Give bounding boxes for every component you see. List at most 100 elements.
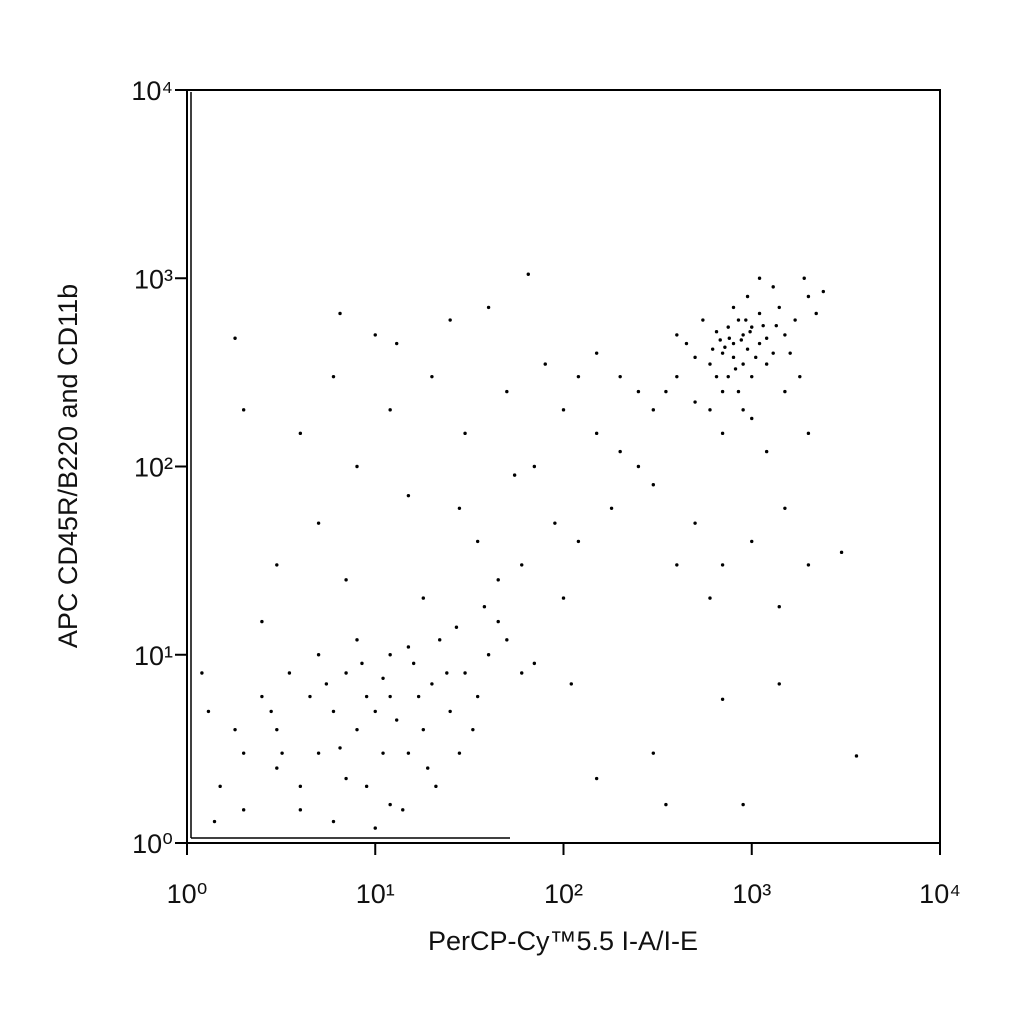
event-dot: [806, 294, 811, 299]
event-dot: [839, 550, 844, 555]
event-dot: [684, 341, 689, 346]
event-dot: [750, 374, 754, 379]
x-tick-label: 10⁰: [167, 879, 208, 909]
event-dot: [331, 374, 336, 379]
event-dot: [406, 645, 411, 649]
event-dot: [720, 697, 725, 701]
event-dot: [741, 362, 745, 366]
event-dot: [736, 389, 741, 394]
event-dot: [771, 351, 775, 355]
event-dot: [764, 336, 769, 340]
event-dot: [543, 362, 547, 366]
event-dot: [708, 596, 712, 600]
event-dot: [482, 604, 487, 609]
event-dot: [298, 784, 303, 789]
y-tick-label: 10³: [134, 264, 173, 294]
event-dot: [651, 483, 656, 487]
event-dot: [269, 709, 273, 714]
event-dot: [434, 784, 438, 789]
event-dot: [496, 578, 500, 582]
event-dot: [693, 521, 697, 525]
event-dot: [457, 751, 462, 755]
event-dot: [783, 389, 787, 394]
event-dot: [798, 374, 802, 379]
event-dot: [241, 751, 246, 755]
event-dot: [486, 305, 491, 310]
event-dot: [821, 289, 826, 294]
event-dot: [421, 727, 426, 732]
event-dot: [636, 464, 641, 469]
event-dot: [275, 727, 279, 732]
event-dot: [454, 625, 459, 629]
event-dot: [594, 351, 599, 355]
event-dot: [406, 493, 411, 498]
y-tick-label: 10⁴: [131, 76, 173, 106]
event-dot: [806, 563, 811, 567]
event-dot: [806, 431, 811, 436]
event-dot: [445, 671, 449, 675]
event-dot: [757, 276, 762, 280]
event-dot: [275, 766, 279, 770]
event-dot: [720, 351, 725, 355]
event-dot: [731, 341, 736, 346]
event-dot: [463, 431, 467, 436]
event-dot: [708, 362, 712, 366]
event-dot: [360, 661, 364, 666]
event-dot: [609, 506, 614, 510]
y-tick-label: 10¹: [134, 641, 173, 671]
event-dot: [651, 751, 656, 755]
event-dot: [388, 694, 392, 699]
event-dot: [355, 727, 359, 732]
x-axis-label: PerCP-Cy™5.5 I-A/I-E: [428, 926, 698, 956]
event-dot: [576, 539, 581, 544]
x-tick-label: 10⁴: [919, 879, 961, 909]
event-dot: [783, 506, 787, 510]
event-dot: [761, 323, 765, 328]
event-dot: [569, 682, 573, 686]
event-dot: [471, 727, 475, 732]
event-dot: [298, 808, 303, 812]
event-dot: [675, 563, 679, 567]
x-tick-label: 10³: [732, 879, 771, 909]
event-dot: [280, 751, 284, 755]
event-dot: [777, 604, 781, 609]
event-dot: [338, 746, 342, 750]
event-dot: [206, 709, 211, 714]
event-dot: [771, 285, 775, 289]
event-dot: [726, 374, 730, 379]
event-dot: [344, 776, 348, 781]
event-dot: [731, 305, 736, 310]
event-dot: [714, 374, 719, 379]
event-dot: [344, 671, 348, 675]
event-dot: [618, 374, 622, 379]
event-dot: [720, 563, 725, 567]
event-dot: [233, 336, 237, 340]
event-dot: [750, 325, 754, 329]
event-dot: [532, 661, 537, 666]
event-dot: [561, 596, 566, 600]
event-dot: [757, 341, 762, 346]
event-dot: [388, 802, 392, 807]
event-dot: [757, 311, 762, 316]
event-dot: [394, 341, 399, 346]
event-dot: [731, 355, 736, 360]
event-dot: [388, 408, 392, 412]
event-dot: [739, 338, 743, 342]
y-tick-label: 10²: [134, 453, 173, 483]
event-dot: [505, 389, 509, 394]
event-dot: [741, 802, 745, 807]
event-dot: [355, 638, 359, 642]
event-dot: [316, 653, 321, 657]
event-dot: [364, 694, 369, 699]
event-dot: [777, 682, 781, 686]
event-dot: [463, 671, 467, 675]
event-dot: [744, 318, 748, 322]
event-dot: [741, 408, 745, 412]
event-dot: [727, 336, 732, 340]
event-dot: [457, 506, 462, 510]
event-dot: [373, 826, 377, 830]
event-dot: [218, 784, 222, 789]
event-dot: [486, 653, 491, 657]
